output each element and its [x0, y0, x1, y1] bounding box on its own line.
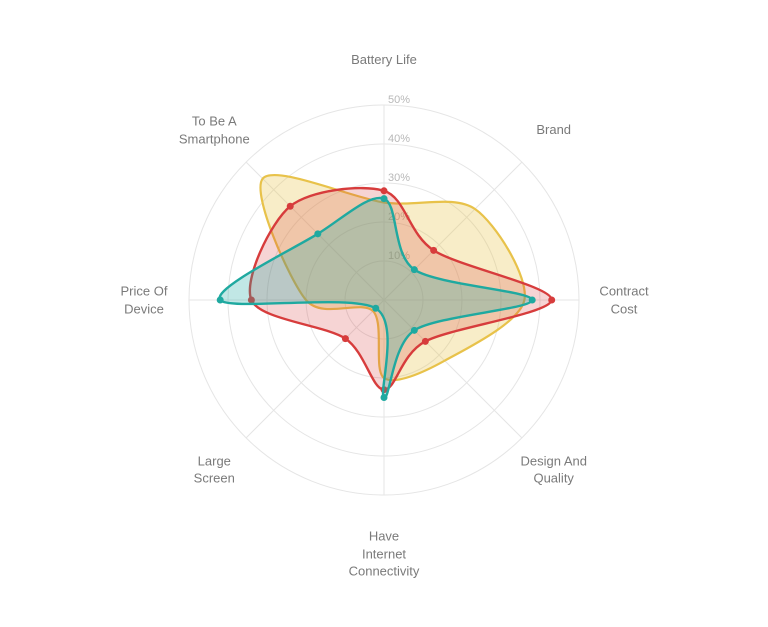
- series-teal-marker: [411, 266, 418, 273]
- radar-svg: 10%20%30%40%50%: [0, 0, 768, 627]
- series-teal-marker: [314, 230, 321, 237]
- series-teal-marker: [411, 327, 418, 334]
- series-teal-marker: [381, 195, 388, 202]
- radar-chart: 10%20%30%40%50%Battery LifeBrandContract…: [0, 0, 768, 627]
- series-red-marker: [381, 187, 388, 194]
- tick-label: 40%: [388, 133, 410, 145]
- series-red-marker: [342, 335, 349, 342]
- tick-label: 50%: [388, 94, 410, 106]
- series-red-marker: [548, 297, 555, 304]
- series-red-marker: [422, 338, 429, 345]
- series-red-marker: [287, 203, 294, 210]
- series-teal-marker: [372, 305, 379, 312]
- series-red-marker: [430, 247, 437, 254]
- series-teal-marker: [217, 297, 224, 304]
- series-teal-marker: [381, 394, 388, 401]
- tick-label: 30%: [388, 172, 410, 184]
- series-teal-marker: [529, 297, 536, 304]
